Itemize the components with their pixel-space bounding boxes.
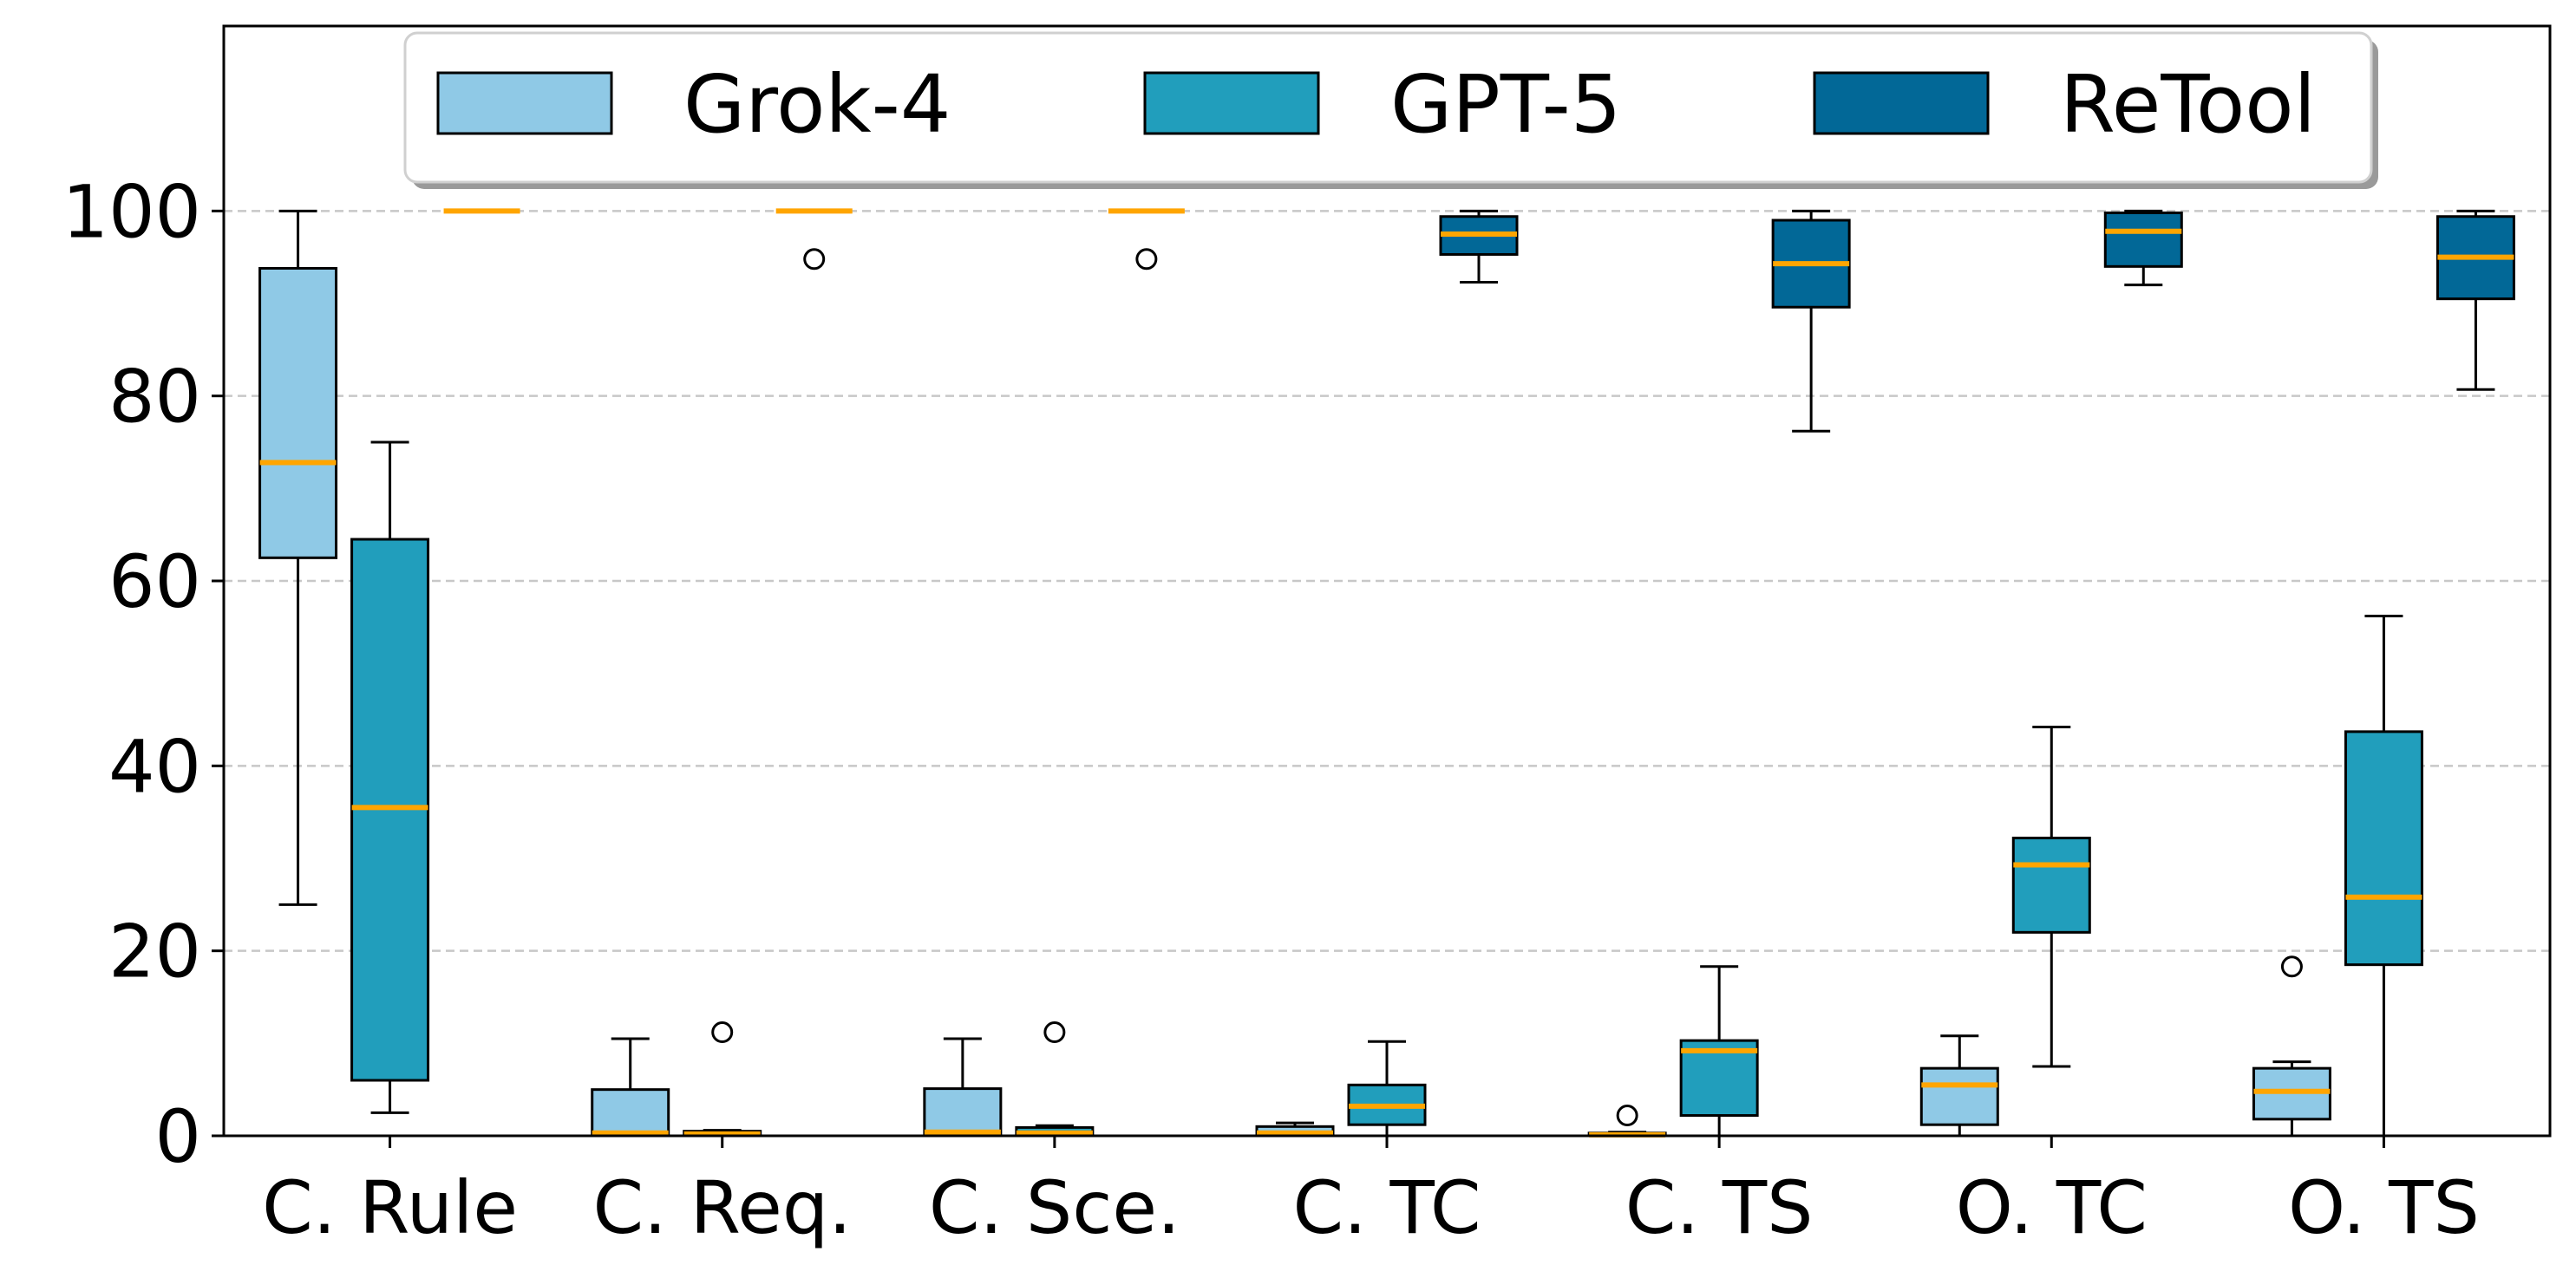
- legend-swatch-gpt-5: [1143, 71, 1320, 135]
- outlier-point: [1135, 248, 1158, 271]
- grid-lines: [224, 210, 2550, 1138]
- legend: Grok-4 GPT-5 ReTool: [403, 31, 2378, 189]
- axes: 0 20 40 60 80 100 C. Rule C. Req. C. Sce. C. TC C.…: [62, 24, 2552, 1250]
- legend-label: Grok-4: [683, 58, 951, 151]
- boxes: [258, 208, 2515, 1138]
- outlier-point: [803, 248, 826, 271]
- x-tick-label: C. TC: [1292, 1165, 1481, 1250]
- x-tick-label: C. Sce.: [929, 1165, 1180, 1250]
- y-tick-label: 20: [108, 910, 201, 994]
- box-grok-4: [258, 266, 338, 559]
- outlier-point: [1043, 1021, 1066, 1044]
- legend-label: ReTool: [2060, 58, 2316, 151]
- y-tick-label: 80: [108, 355, 201, 440]
- box-retool: [2103, 211, 2183, 268]
- x-tick-label: C. TS: [1625, 1165, 1814, 1250]
- box-grok-4: [923, 1087, 1003, 1138]
- legend-swatch-retool: [1813, 71, 1990, 135]
- box-gpt-5: [2011, 837, 2091, 934]
- y-tick-label: 100: [62, 169, 201, 254]
- outlier-point: [1616, 1105, 1638, 1127]
- legend-swatch-grok-4: [436, 71, 613, 135]
- legend-frame: [403, 31, 2373, 184]
- x-tick-label: O. TC: [1956, 1165, 2148, 1250]
- x-tick-label: C. Req.: [593, 1165, 852, 1250]
- outlier-point: [711, 1021, 734, 1044]
- y-tick-label: 60: [108, 539, 201, 624]
- box-gpt-5: [2344, 730, 2423, 967]
- box-grok-4: [1919, 1066, 1999, 1126]
- y-tick-label: 0: [155, 1094, 201, 1179]
- x-tick-label: C. Rule: [262, 1165, 518, 1250]
- box-grok-4: [591, 1088, 670, 1138]
- legend-label: GPT-5: [1390, 58, 1621, 151]
- x-tick-label: O. TS: [2288, 1165, 2480, 1250]
- outlier-point: [2280, 955, 2303, 978]
- y-tick-label: 40: [108, 724, 201, 809]
